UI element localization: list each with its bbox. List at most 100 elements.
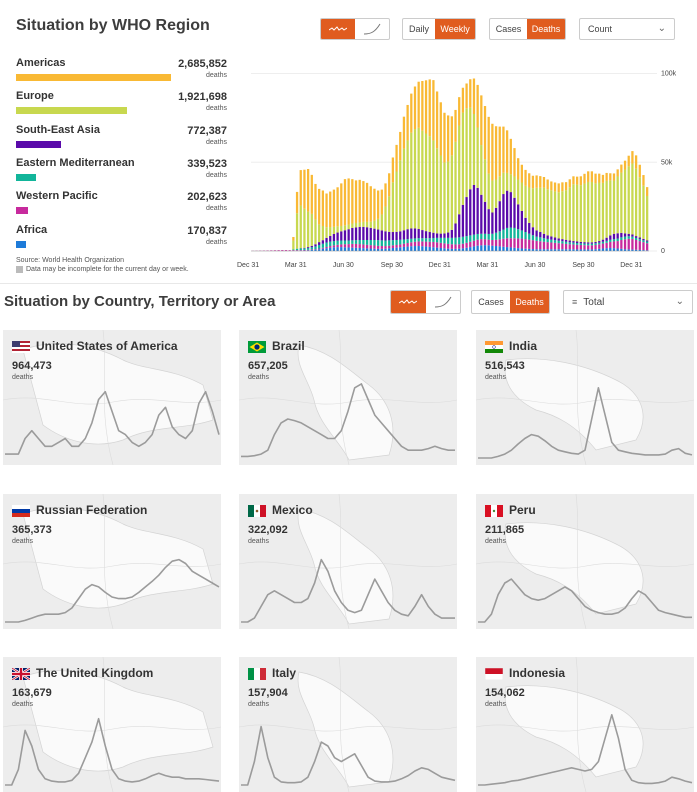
bar-segment (311, 246, 313, 247)
bar-segment (554, 238, 556, 241)
region-unit: deaths (206, 205, 227, 212)
bar-segment (399, 247, 401, 251)
bar-segment (613, 234, 615, 239)
bar-segment (359, 244, 361, 248)
deaths-button[interactable]: Deaths (527, 19, 565, 39)
bar-segment (583, 242, 585, 243)
bar-segment (480, 234, 482, 239)
bar-segment (591, 244, 593, 246)
bar-segment (340, 241, 342, 245)
bar-segment (348, 225, 350, 230)
bar-segment (491, 181, 493, 213)
bar-segment (646, 243, 648, 250)
bar-segment (631, 237, 633, 239)
bar-segment (399, 231, 401, 240)
bar-segment (303, 248, 305, 249)
bar-segment (624, 237, 626, 240)
bar-segment (550, 190, 552, 236)
bar-chart-button[interactable] (321, 19, 355, 39)
bar-segment (325, 248, 327, 251)
bar-segment (447, 238, 449, 244)
region-name: Eastern Mediterranean (16, 157, 135, 169)
count-select[interactable]: Count ⌄ (579, 18, 675, 40)
bar-segment (395, 232, 397, 240)
country-deaths-button[interactable]: Deaths (510, 291, 549, 313)
bar-segment (351, 244, 353, 248)
country-cumulative-chart-button[interactable] (426, 291, 460, 313)
bar-segment (462, 248, 464, 251)
bar-segment (436, 91, 438, 148)
bar-segment (473, 246, 475, 251)
bar-segment (406, 140, 408, 229)
bar-segment (377, 219, 379, 230)
bar-segment (480, 239, 482, 245)
x-tick-label: Dec 31 (429, 262, 451, 269)
bar-segment (495, 246, 497, 251)
bar-segment (646, 196, 648, 240)
bar-segment (484, 159, 486, 202)
bar-segment (620, 240, 622, 249)
region-unit: deaths (206, 239, 227, 246)
bar-segment (395, 145, 397, 172)
bar-segment (429, 238, 431, 242)
bar-segment (543, 177, 545, 188)
bar-segment (333, 247, 335, 251)
bar-segment (631, 164, 633, 235)
metric-toggle[interactable]: Cases Deaths (489, 18, 566, 40)
region-value: 2,685,852 (178, 58, 227, 70)
weekly-button[interactable]: Weekly (435, 19, 475, 39)
total-select[interactable]: ≡ Total ⌄ (563, 290, 693, 314)
bar-segment (329, 236, 331, 242)
bar-segment (458, 214, 460, 237)
bar-segment (370, 240, 372, 245)
bar-segment (359, 240, 361, 244)
bar-segment (314, 246, 316, 249)
bar-segment (366, 222, 368, 227)
bar-segment (617, 169, 619, 176)
bar-segment (465, 236, 467, 243)
country-unit: deaths (248, 538, 269, 545)
bar-segment (410, 94, 412, 133)
bar-segment (569, 187, 571, 240)
interval-toggle[interactable]: Daily Weekly (402, 18, 476, 40)
daily-button[interactable]: Daily (403, 19, 435, 39)
country-metric-toggle[interactable]: Cases Deaths (471, 290, 550, 314)
bar-segment (451, 116, 453, 155)
bar-segment (613, 181, 615, 234)
country-bar-chart-button[interactable] (391, 291, 426, 313)
bar-segment (336, 187, 338, 226)
bar-segment (388, 248, 390, 251)
country-chart-type-toggle[interactable] (390, 290, 461, 314)
bar-segment (484, 239, 486, 245)
bar-segment (609, 173, 611, 180)
bar-segment (388, 232, 390, 241)
bar-segment (580, 245, 582, 249)
x-tick-label: Sep 30 (381, 262, 403, 269)
cumulative-chart-button[interactable] (355, 19, 389, 39)
bar-segment (524, 249, 526, 251)
country-name: Mexico (272, 503, 313, 517)
bar-segment (539, 237, 541, 241)
cases-button[interactable]: Cases (490, 19, 527, 39)
bar-segment (502, 230, 504, 239)
bar-segment (480, 145, 482, 195)
bar-segment (425, 231, 427, 238)
country-cases-button[interactable]: Cases (472, 291, 510, 313)
chart-type-toggle[interactable] (320, 18, 390, 40)
bar-segment (609, 235, 611, 239)
